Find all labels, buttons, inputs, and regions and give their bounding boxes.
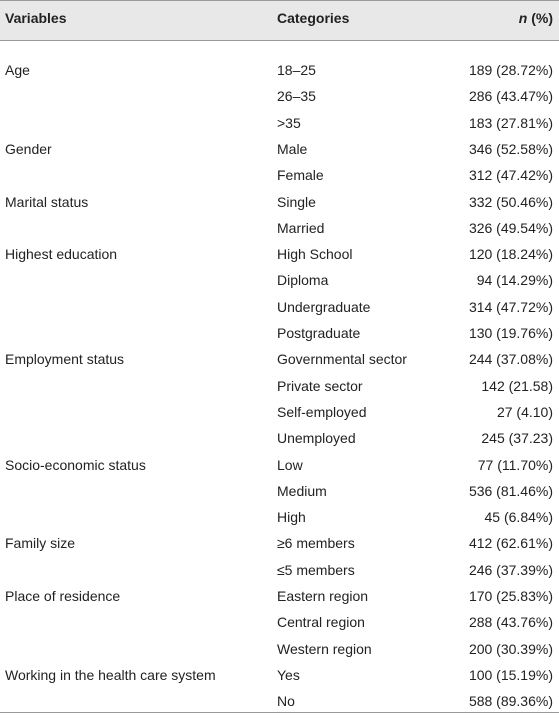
count: 332 (50.46%) xyxy=(468,193,553,210)
category: >35 xyxy=(277,114,301,131)
count: 142 (21.58) xyxy=(481,377,553,394)
count: 588 (89.36%) xyxy=(468,693,553,710)
count: 200 (30.39%) xyxy=(468,640,553,657)
category: Eastern region xyxy=(277,588,369,604)
count: 245 (37.23) xyxy=(481,430,553,447)
header-row xyxy=(0,0,559,41)
category: No xyxy=(277,693,295,710)
category: Single xyxy=(277,193,316,210)
count: 536 (81.46%) xyxy=(468,482,553,499)
category: Governmental sector xyxy=(277,351,407,368)
count: 77 (11.70%) xyxy=(477,456,553,473)
count: 94 (14.29%) xyxy=(476,272,553,289)
category: Female xyxy=(277,167,324,184)
n-unit: (%) xyxy=(531,10,553,26)
variable: Highest education xyxy=(5,246,118,263)
category: Married xyxy=(277,219,325,236)
variable: Place of residence xyxy=(5,588,121,604)
count: 288 (43.76%) xyxy=(468,614,553,631)
category: Unemployed xyxy=(277,430,356,447)
category: High School xyxy=(277,246,353,263)
count: 346 (52.58%) xyxy=(468,140,553,157)
n-symbol: n xyxy=(518,10,528,26)
variable: Marital status xyxy=(5,193,89,210)
category: High xyxy=(277,509,306,526)
variable: Employment status xyxy=(5,351,125,368)
count: 244 (37.08%) xyxy=(468,351,553,368)
count: 170 (25.83%) xyxy=(468,588,553,604)
variable: Gender xyxy=(5,140,52,157)
category: ≥6 members xyxy=(277,535,355,552)
count: 312 (47.42%) xyxy=(468,167,553,184)
count: 130 (19.76%) xyxy=(468,325,553,341)
count: 246 (37.39%) xyxy=(468,561,553,578)
header-n: n (%) xyxy=(519,9,553,27)
count: 183 (27.81%) xyxy=(468,114,553,131)
variable: Socio-economic status xyxy=(5,456,146,473)
count: 120 (18.24%) xyxy=(468,246,553,263)
count: 45 (6.84%) xyxy=(484,509,553,526)
category: Private sector xyxy=(277,377,363,394)
bottom-rule xyxy=(0,712,559,713)
category: 26–35 xyxy=(277,88,316,105)
category: ≤5 members xyxy=(277,561,355,578)
category: Yes xyxy=(277,666,300,683)
count: 189 (28.72%) xyxy=(468,62,553,78)
category: Male xyxy=(277,140,308,157)
variable: Working in the health care system xyxy=(5,666,216,683)
count: 100 (15.19%) xyxy=(468,666,553,683)
category: Low xyxy=(277,456,303,473)
category: Western region xyxy=(277,640,372,657)
category: Central region xyxy=(277,614,365,631)
header-variables: Variables xyxy=(5,10,67,26)
variable: Family size xyxy=(5,535,76,552)
category: Postgraduate xyxy=(277,325,361,341)
count: 27 (4.10) xyxy=(496,403,553,420)
count: 286 (43.47%) xyxy=(468,88,553,105)
category: 18–25 xyxy=(277,62,316,78)
header-categories: Categories xyxy=(277,10,350,26)
category: Undergraduate xyxy=(277,298,371,315)
category: Medium xyxy=(277,482,327,499)
count: 412 (62.61%) xyxy=(468,535,553,552)
variable: Age xyxy=(5,62,30,78)
category: Self-employed xyxy=(277,403,367,420)
count: 326 (49.54%) xyxy=(468,219,553,236)
category: Diploma xyxy=(277,272,329,289)
count: 314 (47.72%) xyxy=(468,298,553,315)
